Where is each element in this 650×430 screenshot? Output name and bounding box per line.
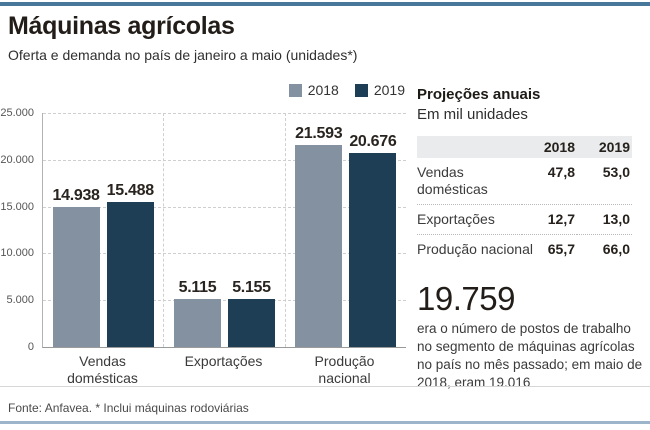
row-label: Vendas domésticas xyxy=(417,158,522,205)
gridline xyxy=(43,159,406,161)
jobs-note: era o número de postos de trabalho no se… xyxy=(417,321,643,390)
table-header-2019: 2019 xyxy=(577,136,632,158)
row-label: Produção nacional xyxy=(417,241,533,257)
gridline xyxy=(43,206,406,208)
y-tick: 5.000 xyxy=(6,294,34,307)
legend-swatch-2019 xyxy=(354,83,368,97)
bar-2019-vendas xyxy=(106,202,154,347)
bar-value-label: 14.938 xyxy=(52,187,100,205)
row-value-2018: 47,8 xyxy=(522,158,577,205)
y-tick: 10.000 xyxy=(0,247,34,260)
footer-divider xyxy=(0,386,650,387)
page-subtitle: Oferta e demanda no país de janeiro a ma… xyxy=(8,47,358,63)
panel-title: Projeções anuais xyxy=(417,86,541,103)
top-rule xyxy=(0,2,650,6)
x-axis-labels: Vendas domésticas Exportações Produção n… xyxy=(42,353,405,387)
bar-2019-producao xyxy=(349,153,397,347)
bar-wrap: 5.115 xyxy=(173,113,221,347)
plot-area: 14.938 15.488 5.115 5.155 xyxy=(42,113,406,348)
gridline xyxy=(43,253,406,255)
panel-subtitle: Em mil unidades xyxy=(417,106,528,123)
group-vendas-domesticas: 14.938 15.488 xyxy=(43,113,165,347)
bar-wrap: 20.676 xyxy=(349,113,397,347)
table-row: Exportações 12,7 13,0 xyxy=(417,204,632,235)
bar-wrap: 15.488 xyxy=(107,113,154,347)
source-note: Fonte: Anfavea. * Inclui máquinas rodovi… xyxy=(8,401,249,415)
row-value-2018: 12,7 xyxy=(522,204,577,235)
bar-wrap: 14.938 xyxy=(53,113,100,347)
table-header-spacer xyxy=(417,136,522,158)
bar-value-label: 21.593 xyxy=(295,124,343,142)
chart-legend: 2018 2019 xyxy=(42,82,405,98)
bar-value-label: 20.676 xyxy=(349,133,397,151)
table-row: Produção nacional 65,7 66,0 xyxy=(417,235,632,265)
legend-label-2018: 2018 xyxy=(307,82,339,98)
y-tick: 20.000 xyxy=(0,153,34,166)
x-label-producao: Produção nacional xyxy=(314,353,375,386)
y-axis: 25.000 20.000 15.000 10.000 5.000 0 xyxy=(0,107,37,353)
projections-panel: Projeções anuais Em mil unidades 2018 20… xyxy=(417,86,645,392)
gridline xyxy=(43,300,406,302)
row-value-2019: 13,0 xyxy=(577,204,632,235)
gridline xyxy=(43,113,406,114)
bar-value-label: 5.115 xyxy=(178,279,217,297)
bar-wrap: 5.155 xyxy=(227,113,275,347)
group-exportacoes: 5.115 5.155 xyxy=(164,113,286,347)
bar-value-label: 5.155 xyxy=(232,278,271,296)
table-header-row: 2018 2019 xyxy=(417,136,632,158)
y-tick: 0 xyxy=(27,341,34,353)
bar-groups: 14.938 15.488 5.115 5.155 xyxy=(43,113,406,347)
row-value-2019: 53,0 xyxy=(577,158,632,205)
y-tick: 15.000 xyxy=(0,200,34,213)
row-value-2018: 65,7 xyxy=(547,241,575,257)
group-producao-nacional: 21.593 20.676 xyxy=(286,113,406,347)
bar-2018-exportacoes xyxy=(173,299,221,347)
table-header-2018: 2018 xyxy=(522,136,577,158)
bar-value-label: 15.488 xyxy=(106,182,154,200)
legend-swatch-2018 xyxy=(288,83,302,97)
legend-label-2019: 2019 xyxy=(373,82,405,98)
bar-2019-exportacoes xyxy=(227,298,275,347)
x-label-exportacoes: Exportações xyxy=(184,353,263,369)
x-label-vendas: Vendas domésticas xyxy=(67,353,138,386)
bottom-rule xyxy=(0,421,650,424)
bar-2018-producao xyxy=(295,144,343,347)
row-label: Exportações xyxy=(417,204,522,235)
projections-table: 2018 2019 Vendas domésticas 47,8 53,0 Ex… xyxy=(417,136,632,264)
jobs-big-number: 19.759 xyxy=(417,280,515,317)
bar-wrap: 21.593 xyxy=(295,113,343,347)
table-row: Vendas domésticas 47,8 53,0 xyxy=(417,158,632,205)
gridlines xyxy=(43,113,406,347)
row-value-2019: 66,0 xyxy=(602,241,630,257)
y-tick: 25.000 xyxy=(0,107,34,119)
page-title: Máquinas agrícolas xyxy=(8,12,235,40)
bar-2018-vendas xyxy=(52,207,100,347)
